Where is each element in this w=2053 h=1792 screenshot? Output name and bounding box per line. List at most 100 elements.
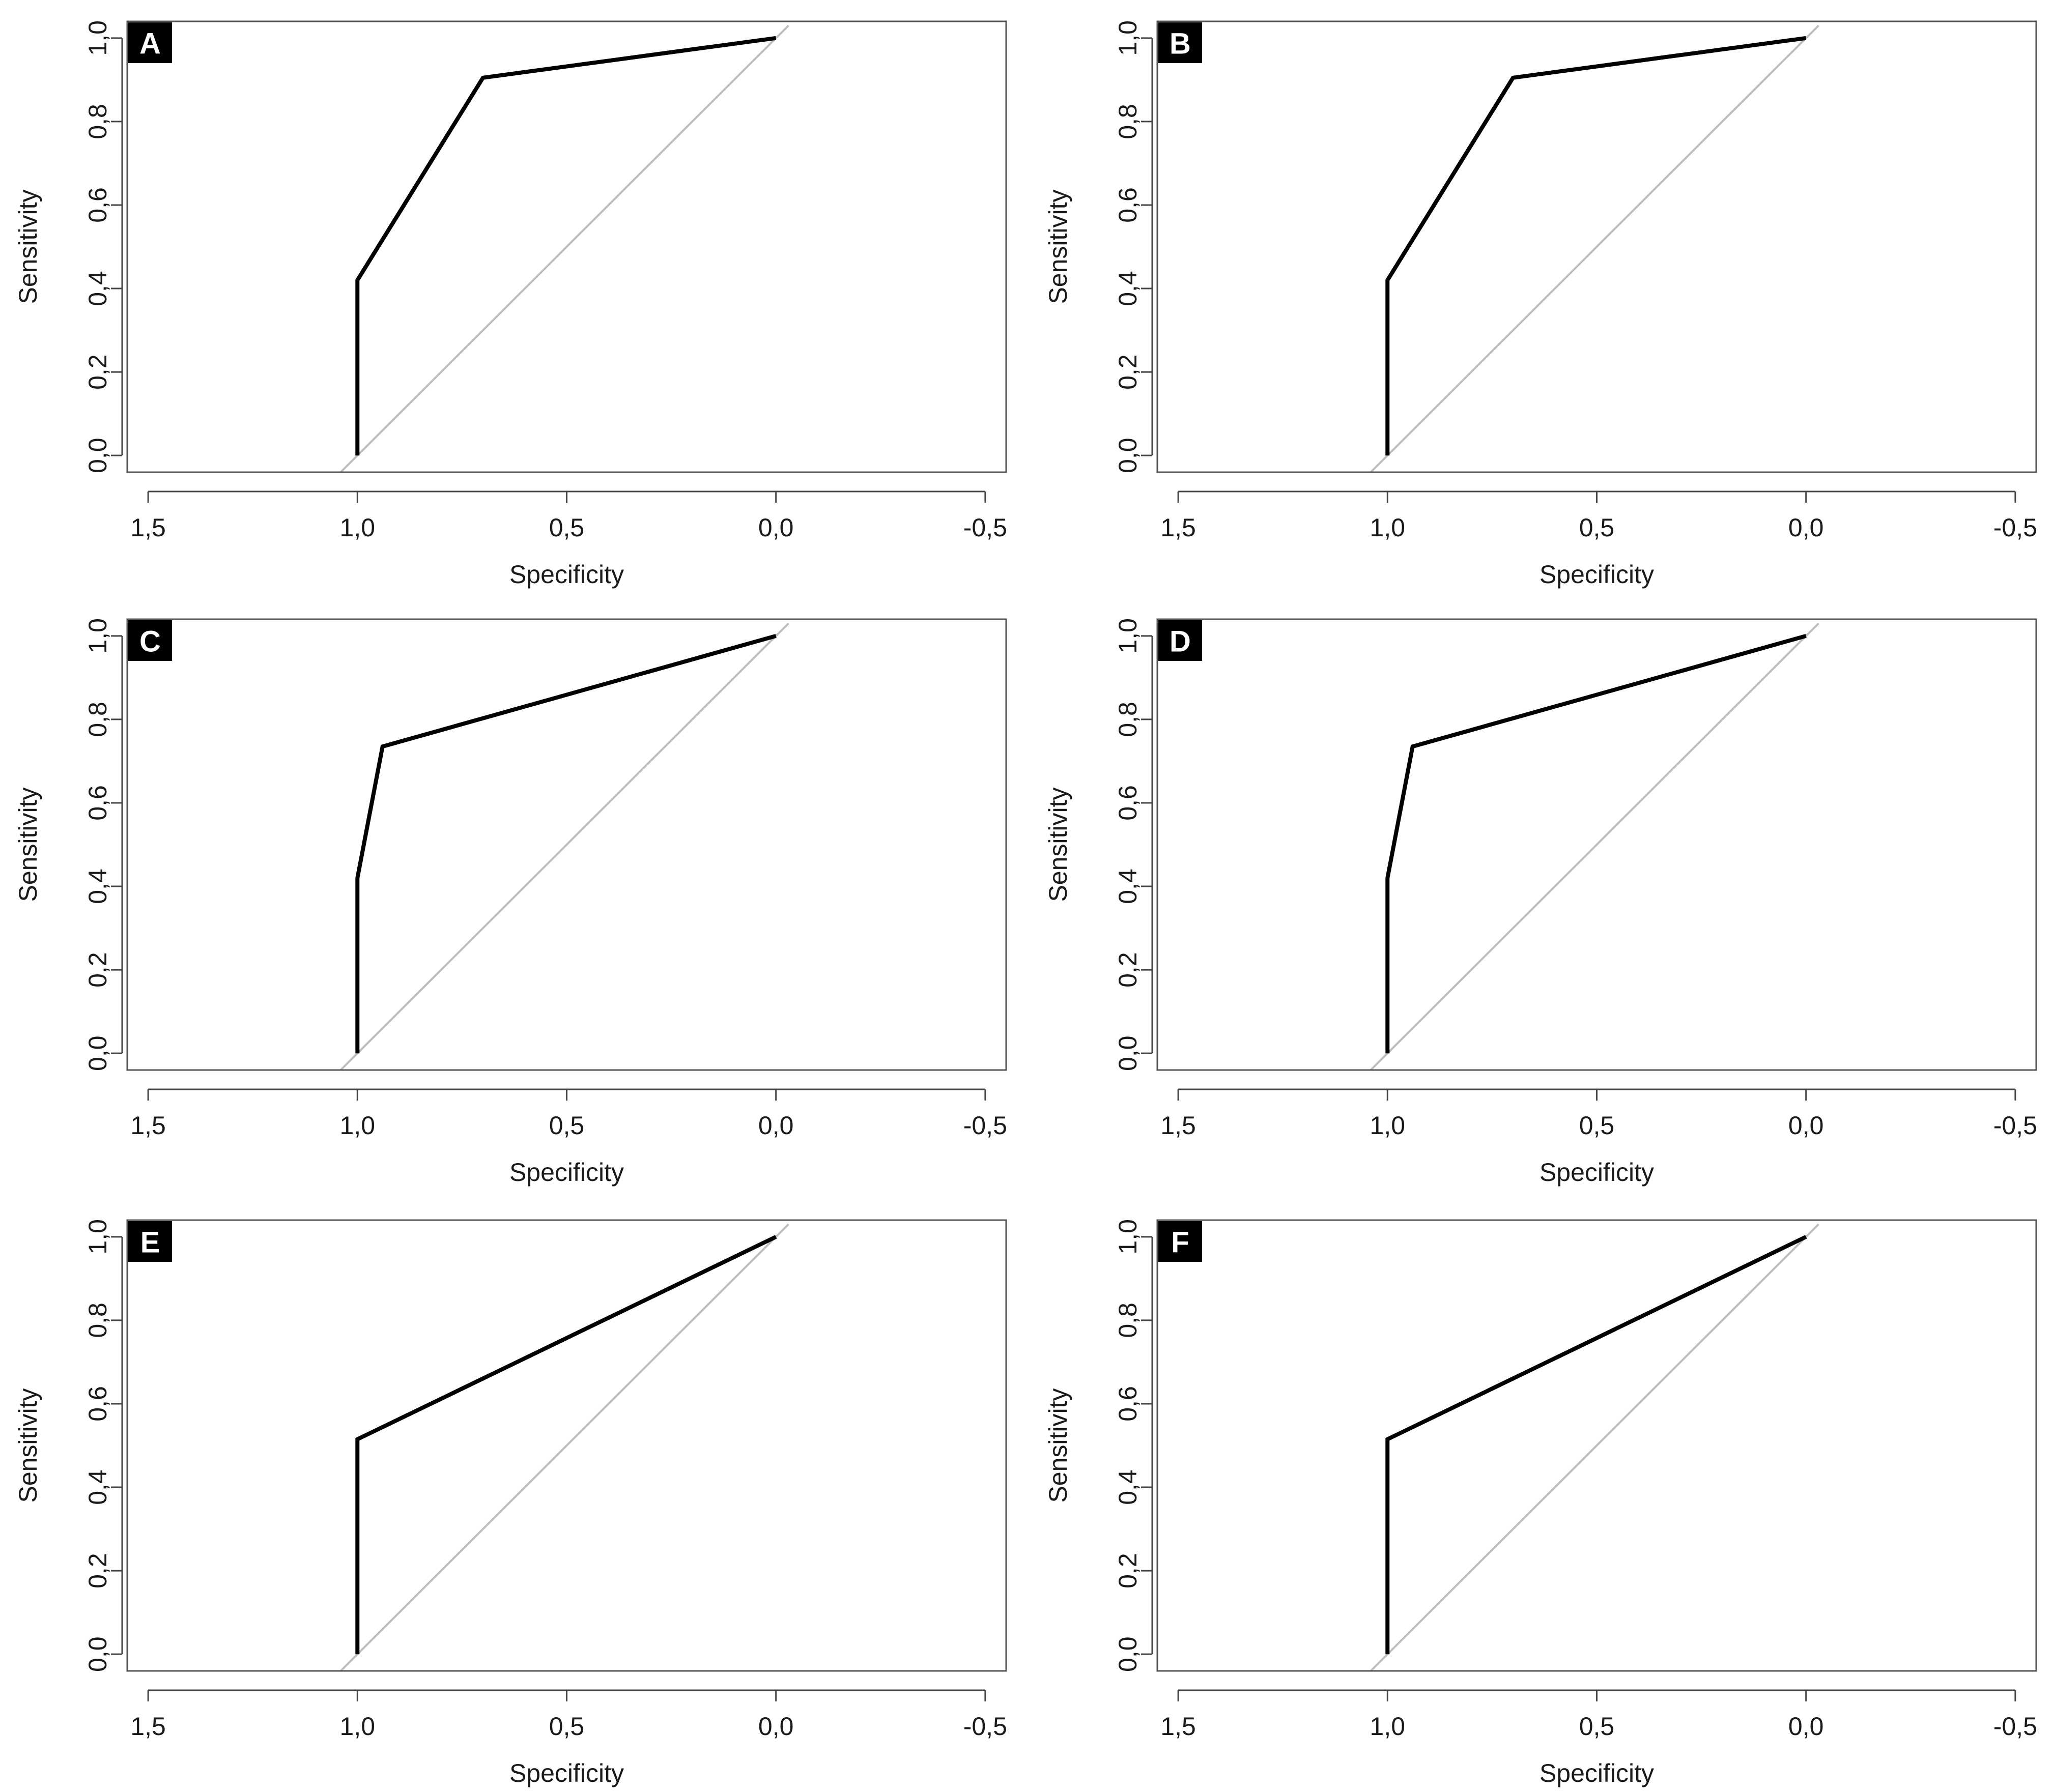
x-axis-title: Specificity <box>509 560 624 589</box>
x-axis-title: Specificity <box>1539 1759 1654 1787</box>
y-tick-label: 0,4 <box>1114 869 1142 904</box>
x-axis-title: Specificity <box>1539 1158 1654 1187</box>
x-tick-label: 1,0 <box>340 513 376 542</box>
x-tick-label: -0,5 <box>1993 513 2037 542</box>
y-tick-label: 0,0 <box>1114 1035 1142 1071</box>
plot-frame <box>1156 618 2037 1071</box>
x-tick-label: 0,5 <box>1579 1111 1615 1140</box>
x-tick-label: 0,0 <box>1788 513 1824 542</box>
y-tick-label: 0,8 <box>83 1303 112 1338</box>
y-tick-label: 1,0 <box>1114 20 1142 56</box>
y-tick-label: 0,0 <box>83 438 112 473</box>
y-tick-label: 0,8 <box>83 702 112 737</box>
x-tick-label: 0,5 <box>549 1111 585 1140</box>
y-tick-label: 0,2 <box>1114 354 1142 390</box>
reference-diagonal-line <box>339 622 789 1070</box>
y-tick-label: 0,6 <box>83 1386 112 1422</box>
x-tick-label: -0,5 <box>963 1712 1007 1741</box>
y-axis-title: Sensitivity <box>14 189 42 304</box>
x-tick-label: 0,5 <box>1579 1712 1615 1741</box>
y-tick-label: 0,4 <box>83 869 112 904</box>
y-tick-label: 0,2 <box>83 952 112 988</box>
roc-curve-line <box>355 36 777 456</box>
roc-panel-d: 1,5 1,0 0,5 0,0 -0,5 0,0 0,2 0,4 0,6 0,8 1,0 Specif… <box>1044 618 2037 1187</box>
panel-label-badge <box>1158 22 1202 63</box>
panel-label: F <box>1171 1226 1189 1259</box>
y-tick-label: 1,0 <box>1114 618 1142 654</box>
x-axis-title: Specificity <box>509 1158 624 1187</box>
y-tick-label: 0,2 <box>1114 1553 1142 1588</box>
reference-diagonal-line <box>1370 622 1819 1070</box>
roc-curve-line <box>1385 1235 1807 1655</box>
roc-panel-c: 1,5 1,0 0,5 0,0 -0,5 0,0 0,2 0,4 0,6 0,8 1,0 Specif… <box>14 618 1007 1187</box>
x-tick-label: 0,5 <box>1579 513 1615 542</box>
plot-frame <box>126 1219 1007 1672</box>
panel-label: A <box>139 27 161 61</box>
y-tick-label: 0,0 <box>83 1636 112 1672</box>
plot-frame <box>1156 20 2037 473</box>
y-tick-label: 0,6 <box>83 187 112 223</box>
x-tick-label: -0,5 <box>963 1111 1007 1140</box>
panel-label-badge <box>128 1221 172 1262</box>
panel-label-badge <box>128 620 172 661</box>
reference-diagonal-line <box>339 1223 789 1671</box>
x-tick-label: 0,0 <box>758 513 794 542</box>
panel-label-badge <box>1158 1221 1202 1262</box>
roc-panel-a: 1,5 1,0 0,5 0,0 -0,5 0,0 0,2 0,4 0,6 0,8 1,0 Specif… <box>14 20 1007 589</box>
x-tick-label: -0,5 <box>1993 1712 2037 1741</box>
x-tick-label: 0,0 <box>1788 1712 1824 1741</box>
panel-label: D <box>1170 625 1191 658</box>
y-tick-label: 0,6 <box>1114 1386 1142 1422</box>
x-tick-label: 1,5 <box>130 1712 166 1741</box>
roc-curve-line <box>1385 633 1807 1054</box>
x-tick-label: 1,5 <box>1160 513 1196 542</box>
x-tick-label: -0,5 <box>963 513 1007 542</box>
x-tick-label: 0,5 <box>549 1712 585 1741</box>
panel-label-badge <box>128 22 172 63</box>
panel-label: C <box>139 625 161 658</box>
x-tick-label: 1,5 <box>1160 1111 1196 1140</box>
y-tick-label: 0,0 <box>83 1035 112 1071</box>
reference-diagonal-line <box>1370 24 1819 472</box>
y-tick-label: 1,0 <box>1114 1219 1142 1255</box>
plot-frame <box>126 20 1007 473</box>
y-tick-label: 0,8 <box>1114 702 1142 737</box>
reference-diagonal-line <box>1370 1223 1819 1671</box>
y-tick-label: 1,0 <box>83 618 112 654</box>
y-tick-label: 0,6 <box>83 785 112 821</box>
x-axis-title: Specificity <box>1539 560 1654 589</box>
x-tick-label: 1,0 <box>340 1111 376 1140</box>
y-tick-label: 0,6 <box>1114 785 1142 821</box>
x-axis-title: Specificity <box>509 1759 624 1787</box>
panel-label: B <box>1170 27 1191 61</box>
x-tick-label: 0,0 <box>758 1712 794 1741</box>
y-tick-label: 1,0 <box>83 20 112 56</box>
y-axis-title: Sensitivity <box>1044 189 1072 304</box>
y-axis-title: Sensitivity <box>1044 1388 1072 1502</box>
y-axis-title: Sensitivity <box>14 1388 42 1502</box>
x-tick-label: 0,0 <box>758 1111 794 1140</box>
roc-curve-line <box>355 633 777 1054</box>
y-axis-title: Sensitivity <box>1044 787 1072 902</box>
y-tick-label: 0,0 <box>1114 438 1142 473</box>
roc-panel-f: 1,5 1,0 0,5 0,0 -0,5 0,0 0,2 0,4 0,6 0,8 1,0 Specif… <box>1044 1219 2037 1787</box>
y-tick-label: 0,2 <box>83 354 112 390</box>
y-tick-label: 0,0 <box>1114 1636 1142 1672</box>
x-tick-label: 1,0 <box>1370 1111 1406 1140</box>
plot-frame <box>1156 1219 2037 1672</box>
y-tick-label: 0,8 <box>1114 1303 1142 1338</box>
roc-panel-e: 1,5 1,0 0,5 0,0 -0,5 0,0 0,2 0,4 0,6 0,8 1,0 Specif… <box>14 1219 1007 1787</box>
y-tick-label: 1,0 <box>83 1219 112 1255</box>
x-tick-label: 0,0 <box>1788 1111 1824 1140</box>
roc-panel-b: 1,5 1,0 0,5 0,0 -0,5 0,0 0,2 0,4 0,6 0,8 1,0 Specif… <box>1044 20 2037 589</box>
x-tick-label: 1,0 <box>1370 1712 1406 1741</box>
panel-label: E <box>140 1226 160 1259</box>
y-tick-label: 0,4 <box>1114 1469 1142 1505</box>
y-tick-label: 0,8 <box>83 104 112 139</box>
x-tick-label: 1,0 <box>340 1712 376 1741</box>
y-tick-label: 0,4 <box>83 1469 112 1505</box>
panel-label-badge <box>1158 620 1202 661</box>
x-tick-label: 1,5 <box>130 1111 166 1140</box>
x-tick-label: 1,5 <box>1160 1712 1196 1741</box>
